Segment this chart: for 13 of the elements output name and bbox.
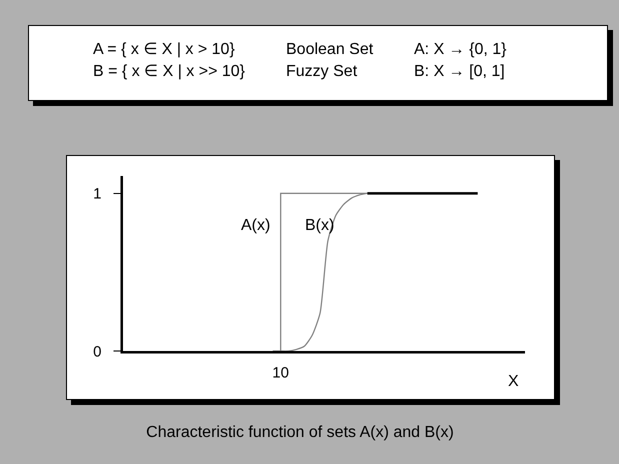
text: B: X → [0, 1] xyxy=(414,63,505,81)
text: B = { x ∈ X | x >> 10} xyxy=(93,63,246,81)
x-tick-label: 10 xyxy=(272,364,289,382)
text: Characteristic function of sets A(x) and B(x) xyxy=(145,424,455,442)
x-axis-title: X xyxy=(508,373,519,390)
series-label: B(x) xyxy=(305,217,334,234)
series-label: A(x) xyxy=(241,217,270,234)
y-tick-label: 1 xyxy=(93,186,102,203)
text: A: X → {0, 1} xyxy=(414,41,506,59)
y-tick-label: 0 xyxy=(93,343,102,360)
text: A = { x ∈ X | x > 10} xyxy=(93,41,235,59)
text: Fuzzy Set xyxy=(286,63,358,81)
text: Boolean Set xyxy=(286,41,374,59)
